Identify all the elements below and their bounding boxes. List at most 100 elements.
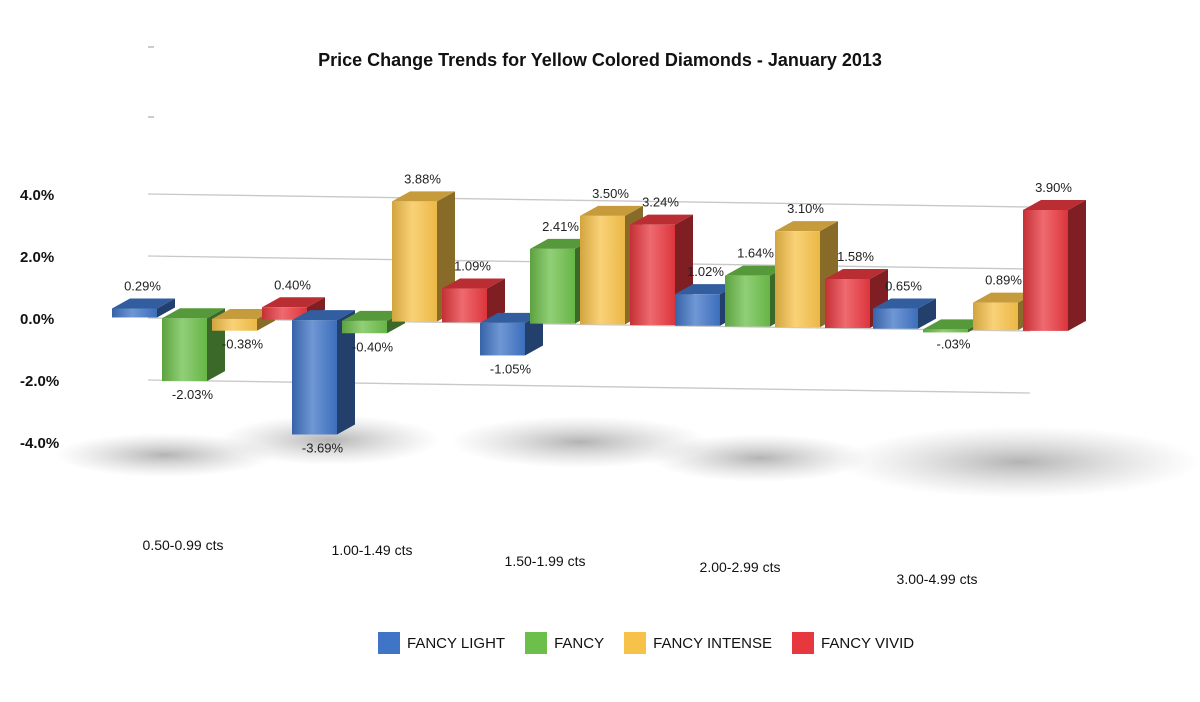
bar-front: [775, 231, 820, 328]
data-label: 3.24%: [642, 195, 679, 210]
bar-side: [1068, 199, 1086, 331]
bar: [480, 312, 543, 356]
bar-front: [873, 308, 918, 329]
bar-side: [487, 278, 505, 323]
bar-top: [342, 310, 405, 321]
data-label: 3.90%: [1035, 180, 1072, 195]
legend-swatch: [525, 632, 548, 654]
bar-top: [1023, 199, 1086, 210]
legend-label: FANCY VIVID: [821, 634, 915, 652]
bar-front: [725, 275, 770, 327]
bar-front: [580, 215, 625, 325]
bar: [442, 278, 505, 323]
bar-top: [392, 191, 455, 202]
data-label: 1.09%: [454, 259, 491, 274]
x-axis: 0.50-0.99 cts 1.00-1.49 cts 1.50-1.99 cts 2…: [143, 537, 978, 587]
data-label: 3.10%: [787, 201, 824, 216]
bar-front: [923, 329, 968, 333]
bar-top: [923, 319, 986, 330]
data-label: -2.03%: [172, 387, 214, 402]
legend-swatch: [378, 632, 400, 654]
bar-side: [157, 298, 175, 318]
bar-front: [675, 294, 720, 326]
legend-item: FANCY LIGHT: [378, 632, 505, 654]
legend-item: FANCY INTENSE: [624, 632, 772, 654]
bar-top: [480, 312, 543, 323]
y-axis: 4.0% 2.0% 0.0% -2.0% -4.0%: [20, 46, 154, 452]
bar-front: [825, 278, 870, 328]
chart-title: Price Change Trends for Yellow Colored D…: [318, 50, 882, 70]
gridline: [147, 379, 1031, 394]
bar-front: [630, 224, 675, 326]
data-label: 0.89%: [985, 273, 1022, 288]
x-category-label: 1.00-1.49 cts: [332, 542, 413, 558]
data-label: 1.58%: [837, 249, 874, 264]
x-category-label: 2.00-2.99 cts: [700, 559, 781, 575]
y-tick-label: 0.0%: [20, 311, 54, 328]
gridline: [147, 193, 1031, 208]
data-label: 2.41%: [542, 219, 579, 234]
y-tick-label: -4.0%: [20, 435, 59, 452]
floor-shadow: [450, 416, 710, 468]
data-label: 0.40%: [274, 277, 311, 292]
data-label: -3.69%: [302, 441, 344, 456]
bar-front: [162, 318, 207, 382]
x-category-label: 3.00-4.99 cts: [897, 571, 978, 587]
bar: [342, 310, 405, 334]
legend-label: FANCY INTENSE: [653, 634, 773, 652]
legend-swatch: [792, 632, 815, 654]
bar-top: [162, 308, 225, 319]
bar-front: [212, 318, 257, 331]
bar-top: [112, 298, 175, 309]
legend-item: FANCY VIVID: [792, 632, 914, 654]
bar-front: [442, 288, 487, 323]
bar-top: [825, 268, 888, 279]
data-label: 1.64%: [737, 246, 774, 261]
legend-swatch: [624, 632, 647, 654]
bars: [112, 191, 1086, 435]
bar-side: [918, 298, 936, 329]
bar-top: [292, 310, 355, 321]
bar-front: [262, 307, 307, 320]
bar: [873, 298, 936, 329]
data-label: -0.40%: [352, 339, 394, 354]
legend-label: FANCY: [554, 634, 605, 652]
data-label: -1.05%: [490, 361, 532, 376]
x-category-label: 1.50-1.99 cts: [505, 553, 586, 569]
bar-top: [530, 238, 593, 249]
floor-shadow: [55, 433, 275, 477]
data-label: 0.29%: [124, 278, 161, 293]
data-label: 0.65%: [885, 279, 922, 294]
floor-shadow: [220, 415, 440, 465]
legend-item: FANCY: [525, 632, 604, 654]
bar-top: [212, 308, 275, 319]
bar-top: [580, 205, 643, 216]
bar-side: [337, 310, 355, 435]
legend: FANCY LIGHT FANCY FANCY INTENSE FANCY VIVID: [378, 632, 914, 654]
bar: [262, 297, 325, 320]
bar-top: [973, 292, 1036, 303]
bar-top: [442, 278, 505, 289]
bar-front: [342, 320, 387, 334]
bar-front: [480, 322, 525, 356]
bar-top: [725, 265, 788, 276]
bar-front: [392, 201, 437, 322]
bar-top: [675, 284, 738, 295]
floor-shadow: [840, 426, 1200, 498]
bar-top: [775, 221, 838, 232]
data-label: 1.02%: [687, 264, 724, 279]
y-tick-label: 2.0%: [20, 249, 54, 266]
bar-front: [973, 302, 1018, 331]
x-category-label: 0.50-0.99 cts: [143, 537, 224, 553]
bar-front: [112, 308, 157, 318]
data-label: -.03%: [937, 336, 971, 351]
bar-front: [530, 248, 575, 324]
y-tick-label: -2.0%: [20, 373, 59, 390]
bar: [292, 310, 355, 435]
y-tick-label: 4.0%: [20, 187, 54, 204]
bar-front: [292, 320, 337, 435]
bar: [112, 298, 175, 318]
bar: [580, 205, 643, 325]
bar-top: [630, 214, 693, 225]
